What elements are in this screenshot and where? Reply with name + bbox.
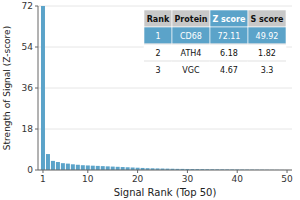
y-tick-label: 36 xyxy=(22,83,34,93)
table-value: 3.3 xyxy=(261,66,274,75)
x-tick-label: 30 xyxy=(182,174,194,184)
table-value: 2 xyxy=(155,49,160,58)
x-tick-label: 1 xyxy=(40,174,46,184)
table-cell xyxy=(144,27,172,44)
table-header-cell xyxy=(210,10,248,27)
table-value: 49.92 xyxy=(256,32,279,41)
table-separator xyxy=(144,61,172,62)
bar xyxy=(46,154,50,170)
table-cell xyxy=(210,44,248,61)
table-cell xyxy=(172,27,210,44)
y-tick-label: 72 xyxy=(22,1,33,11)
table-header-cell xyxy=(144,10,172,27)
table-header-cell xyxy=(172,10,210,27)
table-header: Protein xyxy=(175,15,208,24)
chart: 0 18 36 54 72 1 10 20 30 40 50 Signal Rank (Top 50)… xyxy=(0,0,300,200)
bar xyxy=(71,164,75,170)
table-value: 72.11 xyxy=(218,32,241,41)
grid-line xyxy=(38,170,292,171)
table-cell xyxy=(210,27,248,44)
bar xyxy=(86,165,90,170)
x-tick-label: 20 xyxy=(132,174,144,184)
bar xyxy=(41,6,45,170)
bar xyxy=(76,165,80,170)
bars xyxy=(41,6,289,170)
y-tick-label: 0 xyxy=(27,165,33,175)
bar xyxy=(106,166,110,170)
bar xyxy=(96,166,100,170)
x-tick-label: 50 xyxy=(281,174,293,184)
table-value: ATH4 xyxy=(181,49,202,58)
table-cell xyxy=(144,44,172,61)
table-header: S score xyxy=(251,15,284,24)
bar xyxy=(61,163,65,170)
table-separator xyxy=(248,61,286,62)
y-tick-label: 54 xyxy=(22,42,34,52)
table-value: 3 xyxy=(155,66,160,75)
table-cell xyxy=(248,27,286,44)
table: Rank Protein Z score S score 1 CD68 72.11 49.92… xyxy=(144,10,286,78)
table-separator xyxy=(210,44,248,45)
table-header: Z score xyxy=(213,15,247,24)
bar xyxy=(101,166,105,170)
axes: 0 18 36 54 72 1 10 20 30 40 50 xyxy=(22,1,293,184)
table-separator xyxy=(248,44,286,45)
table-cell xyxy=(172,61,210,78)
x-tick-label: 10 xyxy=(82,174,94,184)
x-tick-label: 40 xyxy=(231,174,243,184)
table-cell xyxy=(248,44,286,61)
bar xyxy=(91,166,95,170)
bar xyxy=(66,164,70,170)
x-axis-label: Signal Rank (Top 50) xyxy=(114,187,217,198)
grid-line xyxy=(38,88,292,89)
table-header: Rank xyxy=(147,15,170,24)
grid-line xyxy=(38,6,292,7)
bar xyxy=(51,161,55,170)
grid-line xyxy=(38,129,292,130)
table-value: 1.82 xyxy=(258,49,276,58)
table-cell xyxy=(172,44,210,61)
x-axis-line xyxy=(38,170,292,171)
table-cell xyxy=(210,61,248,78)
table-header-cell xyxy=(248,10,286,27)
y-tick-label: 18 xyxy=(22,124,34,134)
table-value: 4.67 xyxy=(220,66,238,75)
y-axis-line xyxy=(38,6,39,170)
y-axis-label: Strength of Signal (Z-score) xyxy=(2,26,12,150)
table-value: CD68 xyxy=(180,32,202,41)
bar xyxy=(81,165,85,170)
table-value: 1 xyxy=(155,32,160,41)
bar xyxy=(111,167,115,170)
table-separator xyxy=(210,61,248,62)
table-value: 6.18 xyxy=(220,49,238,58)
table-separator xyxy=(172,61,210,62)
bar xyxy=(56,162,60,170)
table-cell xyxy=(248,61,286,78)
table-separator xyxy=(144,44,172,45)
table-value: VGC xyxy=(182,66,200,75)
table-separator xyxy=(172,44,210,45)
table-cell xyxy=(144,61,172,78)
